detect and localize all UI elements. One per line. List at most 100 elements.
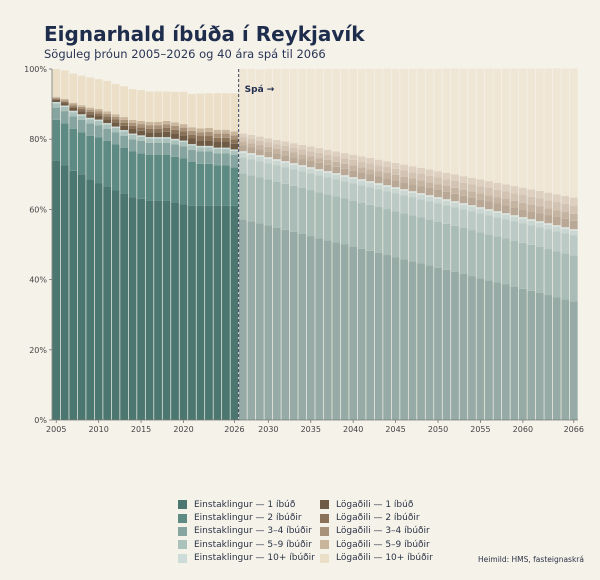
bar-2060-series-2: [518, 223, 527, 243]
bar-2013-series-9: [120, 86, 128, 118]
bar-2040-series-8: [349, 154, 358, 160]
bar-2035-series-0: [306, 236, 315, 420]
bar-2049-series-5: [425, 188, 434, 196]
bar-2064-series-1: [552, 251, 561, 298]
bar-2055-series-1: [476, 232, 485, 279]
bar-2050-series-1: [434, 221, 442, 268]
bar-2020-series-4: [179, 140, 188, 142]
bar-2063-series-0: [544, 295, 553, 420]
bar-2050-series-5: [434, 189, 442, 198]
bar-2025-series-1: [222, 165, 230, 206]
bar-2015-series-0: [137, 198, 145, 420]
bar-2040-series-3: [349, 178, 358, 184]
bar-2006-series-0: [60, 165, 69, 420]
bar-2027-series-6: [239, 141, 247, 146]
bar-2049-series-8: [425, 169, 434, 176]
bar-2063-series-2: [544, 229, 553, 250]
bar-2034-series-2: [298, 171, 307, 188]
bar-2027-series-8: [239, 133, 247, 138]
bar-2019-series-1: [171, 156, 179, 203]
bar-2053-series-7: [459, 182, 468, 190]
bar-2022-series-4: [196, 145, 205, 148]
bar-2023-series-8: [205, 127, 213, 132]
bar-2014-series-6: [128, 125, 137, 130]
bar-2037-series-8: [323, 149, 332, 155]
bar-2008-series-5: [77, 111, 86, 115]
bar-2039-series-1: [340, 198, 349, 245]
bar-2017-series-7: [154, 125, 162, 129]
legend-swatch: [320, 553, 329, 563]
bar-2045-series-9: [391, 68, 400, 163]
legend-label: Lögaðili — 2 íbúðir: [336, 513, 420, 524]
bar-2054-series-1: [468, 230, 476, 277]
bar-2020-series-1: [179, 158, 188, 205]
bar-2027-series-3: [239, 152, 247, 158]
bar-2035-series-3: [306, 168, 315, 174]
bar-2043-series-2: [374, 189, 383, 207]
bar-2019-series-6: [171, 129, 179, 134]
bar-2057-series-6: [493, 197, 502, 204]
bar-2022-series-3: [196, 147, 205, 152]
bar-2010-series-3: [94, 120, 103, 126]
bar-2034-series-3: [298, 166, 307, 172]
bar-2008-series-1: [77, 132, 86, 175]
bar-2063-series-4: [544, 223, 553, 225]
bar-2060-series-3: [518, 218, 527, 224]
bar-2021-series-6: [188, 134, 196, 139]
bar-2033-series-1: [289, 185, 298, 232]
bar-2020-series-5: [179, 135, 188, 141]
bar-2027-series-7: [239, 137, 247, 142]
bar-2055-series-5: [476, 199, 485, 208]
bar-2025-series-0: [222, 205, 230, 420]
bar-2008-series-2: [77, 119, 86, 133]
bar-2048-series-1: [417, 217, 425, 264]
bar-2015-series-9: [137, 90, 145, 121]
bar-2033-series-6: [289, 152, 298, 158]
bar-2021-series-7: [188, 130, 196, 135]
bar-2011-series-2: [103, 128, 112, 141]
bar-2020-series-7: [179, 127, 188, 132]
bar-2012-series-1: [111, 144, 120, 191]
legend-item: Einstaklingur — 5–9 íbúðir: [178, 538, 315, 551]
bar-2066-series-5: [569, 220, 578, 230]
bar-2038-series-1: [332, 196, 341, 243]
bar-2029-series-8: [255, 136, 264, 141]
bar-2035-series-1: [306, 190, 315, 237]
bar-2037-series-5: [323, 164, 332, 172]
bar-2057-series-7: [493, 189, 502, 198]
bar-2015-series-8: [137, 120, 145, 125]
bar-2034-series-1: [298, 187, 307, 234]
bar-2020-series-6: [179, 131, 188, 136]
bar-2018-series-4: [162, 137, 171, 139]
bar-2011-series-7: [103, 113, 112, 117]
bar-2064-series-3: [552, 226, 561, 232]
bar-2055-series-0: [476, 278, 485, 420]
bar-2025-series-5: [222, 142, 230, 148]
bar-2033-series-9: [289, 69, 298, 144]
bar-2066-series-7: [569, 205, 578, 214]
bar-2041-series-7: [357, 161, 366, 168]
bar-2016-series-8: [145, 122, 154, 126]
bar-2023-series-0: [205, 205, 213, 420]
y-tick-label: 100%: [24, 65, 47, 74]
bar-2041-series-6: [357, 167, 366, 173]
legend-label: Einstaklingur — 3–4 íbúðir: [194, 526, 312, 537]
bar-2052-series-6: [451, 187, 459, 194]
bar-2056-series-8: [485, 181, 493, 189]
bar-2056-series-4: [485, 209, 493, 211]
bar-2052-series-4: [451, 201, 459, 203]
bar-2055-series-8: [476, 179, 485, 187]
bar-2025-series-7: [222, 133, 230, 138]
legend-swatch: [178, 500, 187, 510]
bar-2036-series-3: [315, 170, 324, 176]
bar-2037-series-7: [323, 154, 332, 160]
bar-2029-series-9: [255, 69, 264, 137]
bar-2065-series-8: [561, 195, 570, 204]
bar-2025-series-3: [222, 149, 230, 154]
bar-2009-series-3: [86, 119, 95, 124]
bar-2050-series-9: [434, 68, 442, 172]
bar-2056-series-3: [485, 210, 493, 216]
bar-2019-series-7: [171, 125, 179, 130]
legend-item: Einstaklingur — 3–4 íbúðir: [178, 525, 315, 538]
bar-2043-series-9: [374, 68, 383, 160]
